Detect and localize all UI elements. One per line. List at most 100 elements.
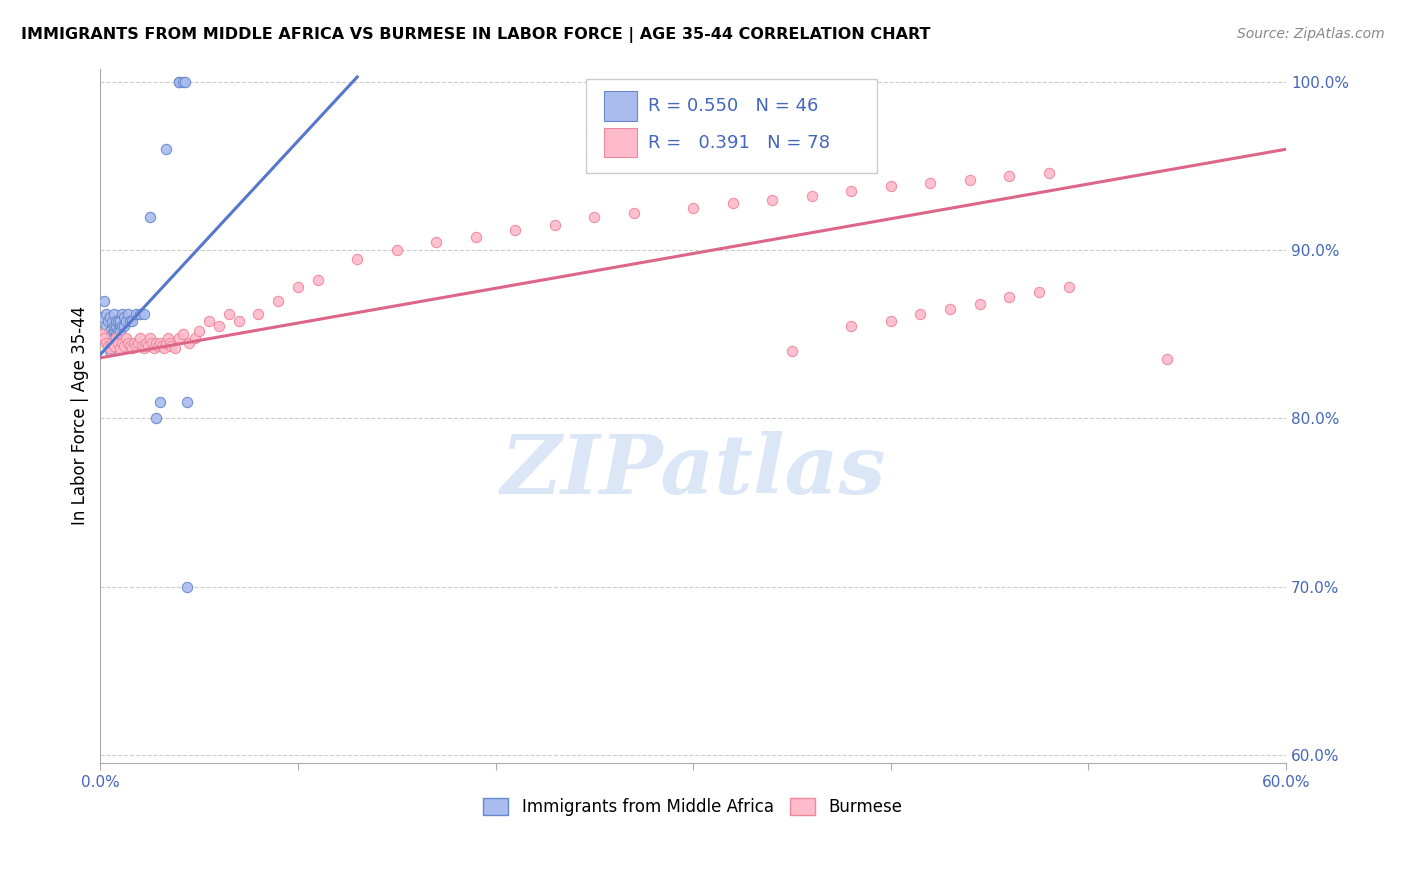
Point xyxy=(910,307,932,321)
Point xyxy=(800,189,823,203)
Point xyxy=(139,210,162,224)
Point xyxy=(118,314,141,328)
Point xyxy=(117,335,139,350)
Point xyxy=(880,179,903,194)
Point xyxy=(105,330,128,344)
Point xyxy=(682,201,704,215)
Point xyxy=(169,330,191,344)
Legend: Immigrants from Middle Africa, Burmese: Immigrants from Middle Africa, Burmese xyxy=(475,789,911,824)
Point xyxy=(385,243,408,257)
Point xyxy=(998,169,1021,183)
Point xyxy=(1156,352,1178,367)
Point xyxy=(91,310,114,325)
Text: ZIPatlas: ZIPatlas xyxy=(501,432,886,511)
Y-axis label: In Labor Force | Age 35-44: In Labor Force | Age 35-44 xyxy=(72,306,89,525)
Point xyxy=(247,307,270,321)
Point xyxy=(761,193,783,207)
Point xyxy=(107,330,129,344)
Point xyxy=(346,252,368,266)
Point xyxy=(156,330,179,344)
Point xyxy=(267,293,290,308)
Point xyxy=(101,327,124,342)
Point xyxy=(145,335,167,350)
Text: IMMIGRANTS FROM MIDDLE AFRICA VS BURMESE IN LABOR FORCE | AGE 35-44 CORRELATION : IMMIGRANTS FROM MIDDLE AFRICA VS BURMESE… xyxy=(21,27,931,43)
Point xyxy=(544,218,567,232)
Point xyxy=(969,297,991,311)
Point xyxy=(998,290,1021,304)
Point xyxy=(1028,285,1050,300)
Point xyxy=(97,339,120,353)
Point xyxy=(228,314,250,328)
Point xyxy=(132,307,155,321)
Point xyxy=(112,310,135,325)
Point xyxy=(98,344,121,359)
Point xyxy=(174,75,197,89)
Point xyxy=(128,330,150,344)
Point xyxy=(101,316,124,330)
Point xyxy=(132,341,155,355)
Point xyxy=(959,172,981,186)
Point xyxy=(623,206,645,220)
Point xyxy=(149,394,172,409)
Point xyxy=(91,327,114,342)
Point xyxy=(176,580,198,594)
Point xyxy=(96,335,118,350)
Point xyxy=(128,307,150,321)
Point xyxy=(101,335,124,350)
Point xyxy=(107,335,129,350)
Point xyxy=(146,339,169,353)
Point xyxy=(139,330,162,344)
Point xyxy=(103,318,125,333)
Point xyxy=(111,335,134,350)
Point xyxy=(103,307,125,321)
Point xyxy=(96,318,118,333)
Point xyxy=(939,301,962,316)
Point xyxy=(198,314,221,328)
Point xyxy=(103,339,125,353)
Point xyxy=(136,339,159,353)
Point xyxy=(118,339,141,353)
Point xyxy=(145,411,167,425)
Point xyxy=(165,341,187,355)
Point xyxy=(1038,166,1060,180)
Point xyxy=(105,314,128,328)
Point xyxy=(121,314,143,328)
Point xyxy=(780,344,803,359)
Point xyxy=(464,229,486,244)
Point xyxy=(880,314,903,328)
Point xyxy=(160,339,183,353)
Point xyxy=(721,196,744,211)
Point xyxy=(96,307,118,321)
Point xyxy=(108,324,131,338)
Point xyxy=(98,324,121,338)
Point xyxy=(98,310,121,325)
Point xyxy=(115,314,138,328)
Point xyxy=(101,335,124,350)
Point xyxy=(112,339,135,353)
Point xyxy=(108,314,131,328)
Point xyxy=(122,335,145,350)
Point xyxy=(115,330,138,344)
Point xyxy=(184,330,207,344)
FancyBboxPatch shape xyxy=(586,78,877,173)
Point xyxy=(107,324,129,338)
Point xyxy=(159,335,181,350)
Point xyxy=(172,75,194,89)
Point xyxy=(108,341,131,355)
Point xyxy=(188,324,211,338)
Point xyxy=(131,339,153,353)
Point xyxy=(149,335,172,350)
Text: R =   0.391   N = 78: R = 0.391 N = 78 xyxy=(648,134,830,152)
Point xyxy=(287,280,309,294)
Point xyxy=(135,335,157,350)
Point xyxy=(208,318,231,333)
Point xyxy=(111,318,134,333)
Point xyxy=(920,176,942,190)
Point xyxy=(218,307,240,321)
Point xyxy=(152,341,174,355)
Point xyxy=(1057,280,1080,294)
Point xyxy=(111,307,134,321)
Point xyxy=(117,307,139,321)
Point xyxy=(112,318,135,333)
Point xyxy=(107,314,129,328)
